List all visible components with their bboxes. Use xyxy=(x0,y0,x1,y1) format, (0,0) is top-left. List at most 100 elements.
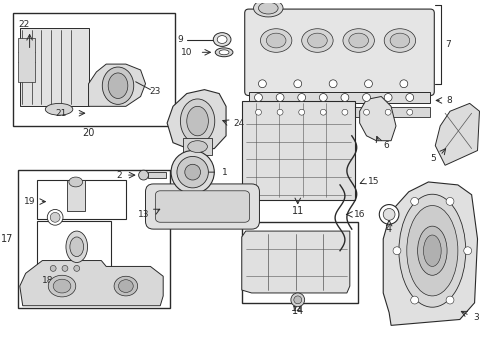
Bar xyxy=(242,222,358,303)
Polygon shape xyxy=(242,231,350,293)
Circle shape xyxy=(341,94,349,102)
Bar xyxy=(20,28,89,106)
Circle shape xyxy=(139,170,148,180)
Bar xyxy=(183,138,212,156)
Ellipse shape xyxy=(187,106,208,136)
Circle shape xyxy=(319,94,327,102)
Text: 18: 18 xyxy=(42,276,54,285)
Ellipse shape xyxy=(384,29,416,52)
Ellipse shape xyxy=(49,275,76,297)
Polygon shape xyxy=(20,261,163,306)
Circle shape xyxy=(385,109,391,115)
Text: 12: 12 xyxy=(291,303,303,313)
Ellipse shape xyxy=(253,0,283,17)
Circle shape xyxy=(464,247,471,255)
Ellipse shape xyxy=(180,99,215,143)
Ellipse shape xyxy=(390,33,410,48)
Circle shape xyxy=(255,109,262,115)
Polygon shape xyxy=(167,90,226,150)
Circle shape xyxy=(411,296,418,304)
Ellipse shape xyxy=(417,226,447,275)
Text: 21: 21 xyxy=(55,109,67,118)
Circle shape xyxy=(364,109,369,115)
Ellipse shape xyxy=(407,206,458,296)
Ellipse shape xyxy=(69,177,83,187)
Text: 3: 3 xyxy=(474,313,479,322)
Polygon shape xyxy=(360,96,396,141)
Ellipse shape xyxy=(188,141,207,153)
Text: 10: 10 xyxy=(181,48,193,57)
Ellipse shape xyxy=(399,194,465,307)
Circle shape xyxy=(74,265,80,271)
Circle shape xyxy=(185,164,200,180)
Text: 22: 22 xyxy=(19,20,30,29)
Circle shape xyxy=(291,293,305,307)
Circle shape xyxy=(320,109,326,115)
Circle shape xyxy=(446,197,454,205)
Ellipse shape xyxy=(114,276,138,296)
Text: 24: 24 xyxy=(233,118,244,127)
Circle shape xyxy=(294,296,302,304)
Ellipse shape xyxy=(217,36,227,44)
Text: 14: 14 xyxy=(292,306,304,316)
Bar xyxy=(248,107,430,117)
Text: 15: 15 xyxy=(368,177,379,186)
Text: 17: 17 xyxy=(0,234,13,244)
Ellipse shape xyxy=(349,33,368,48)
Circle shape xyxy=(50,212,60,222)
Circle shape xyxy=(294,80,302,88)
Circle shape xyxy=(277,109,283,115)
Circle shape xyxy=(48,210,63,225)
Polygon shape xyxy=(89,64,146,106)
Ellipse shape xyxy=(102,67,134,104)
Circle shape xyxy=(276,94,284,102)
Circle shape xyxy=(50,265,56,271)
Text: 6: 6 xyxy=(383,141,389,150)
Text: 20: 20 xyxy=(82,128,95,138)
Circle shape xyxy=(177,157,208,188)
Ellipse shape xyxy=(213,33,231,46)
Text: 16: 16 xyxy=(354,210,365,219)
Ellipse shape xyxy=(45,103,73,115)
Bar xyxy=(37,180,126,219)
Circle shape xyxy=(407,109,413,115)
Ellipse shape xyxy=(108,73,128,99)
Bar xyxy=(18,37,35,82)
Circle shape xyxy=(365,80,372,88)
Ellipse shape xyxy=(308,33,327,48)
Bar xyxy=(18,170,170,308)
Ellipse shape xyxy=(53,279,71,293)
Ellipse shape xyxy=(66,231,88,262)
Text: 13: 13 xyxy=(138,210,149,219)
Text: 8: 8 xyxy=(446,96,452,105)
Circle shape xyxy=(299,109,305,115)
Circle shape xyxy=(258,80,267,88)
Text: 2: 2 xyxy=(116,171,122,180)
Circle shape xyxy=(393,247,401,255)
Text: 5: 5 xyxy=(431,154,436,163)
Circle shape xyxy=(379,204,399,224)
Circle shape xyxy=(363,94,370,102)
Circle shape xyxy=(400,80,408,88)
FancyBboxPatch shape xyxy=(245,9,434,95)
Ellipse shape xyxy=(261,29,292,52)
Ellipse shape xyxy=(70,237,84,257)
Polygon shape xyxy=(435,103,480,165)
Text: 23: 23 xyxy=(149,87,161,96)
FancyBboxPatch shape xyxy=(146,184,259,229)
FancyBboxPatch shape xyxy=(155,191,249,222)
Polygon shape xyxy=(383,182,478,325)
Bar xyxy=(37,221,111,278)
Circle shape xyxy=(406,94,414,102)
Circle shape xyxy=(446,296,454,304)
Circle shape xyxy=(254,94,263,102)
Circle shape xyxy=(411,197,418,205)
Ellipse shape xyxy=(215,48,233,57)
Text: 1: 1 xyxy=(222,168,228,177)
Bar xyxy=(148,172,166,178)
Bar xyxy=(13,13,175,126)
Text: 9: 9 xyxy=(177,35,183,44)
Circle shape xyxy=(329,80,337,88)
Circle shape xyxy=(171,150,214,194)
Text: 7: 7 xyxy=(445,40,451,49)
